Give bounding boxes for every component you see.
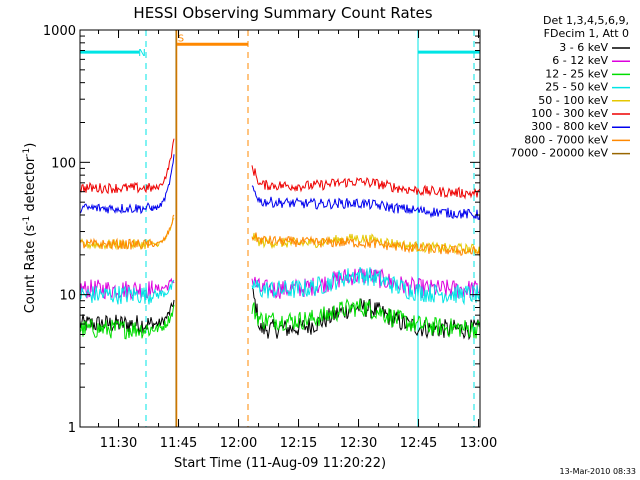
- legend: Det 1,3,4,5,6,9, FDecim 1, Att 0 3 - 6 k…: [510, 14, 630, 160]
- flag-label-N: N: [138, 48, 145, 59]
- legend-header-1: Det 1,3,4,5,6,9,: [543, 14, 629, 27]
- x-tick-label-2: 12:00: [220, 436, 257, 451]
- x-tick-label-0: 11:30: [100, 436, 137, 451]
- y-label-part2: detector: [23, 156, 38, 216]
- series-line-0-pre: [79, 299, 175, 334]
- plot-frame: [79, 29, 481, 428]
- footer-timestamp: 13-Mar-2010 08:33: [560, 467, 637, 476]
- series-line-7-pre: [79, 214, 175, 251]
- legend-label-4: 50 - 100 keV: [538, 94, 608, 107]
- x-tick-label-4: 12:30: [340, 436, 377, 451]
- y-tick-label-2: 100: [51, 156, 76, 171]
- legend-label-7: 800 - 7000 keV: [524, 133, 608, 146]
- y-label-part1: Count Rate (s: [23, 225, 38, 314]
- x-tick-label-1: 11:45: [160, 436, 197, 451]
- x-tick-label-3: 12:15: [280, 436, 317, 451]
- x-tick-label-6: 13:00: [460, 436, 497, 451]
- series-line-3-post: [251, 266, 481, 306]
- y-label-part3: ): [23, 143, 38, 148]
- series-line-5-pre: [79, 138, 175, 195]
- y-label-sup2: -1: [22, 148, 32, 157]
- legend-header-2: FDecim 1, Att 0: [544, 27, 629, 40]
- flag-label-S: S: [178, 33, 184, 44]
- plot-layer: NS: [79, 30, 481, 427]
- legend-label-0: 3 - 6 keV: [559, 41, 608, 54]
- series-line-7-post: [251, 232, 481, 258]
- legend-label-6: 300 - 800 keV: [531, 120, 608, 133]
- y-tick-label-0: 1: [68, 421, 76, 436]
- x-axis-label: Start Time (11-Aug-09 11:20:22): [174, 456, 386, 471]
- legend-label-5: 100 - 300 keV: [531, 107, 608, 120]
- legend-label-1: 6 - 12 keV: [552, 54, 608, 67]
- series-line-0-post: [251, 287, 481, 341]
- series-line-6-pre: [79, 154, 175, 215]
- series-line-4-post: [251, 232, 481, 256]
- series-line-2-pre: [79, 304, 175, 340]
- series-line-5-post: [251, 165, 481, 200]
- legend-label-2: 12 - 25 keV: [545, 67, 608, 80]
- y-axis-label: Count Rate (s-1 detector-1): [22, 143, 38, 314]
- legend-label-3: 25 - 50 keV: [545, 81, 608, 94]
- axis-ticks: 11:30 11:45 12:00 12:15 12:30 12:45 13:00 1 10 10…: [43, 24, 497, 451]
- legend-label-8: 7000 - 20000 keV: [510, 147, 608, 160]
- chart-title: HESSI Observing Summary Count Rates: [133, 4, 432, 22]
- x-tick-label-5: 12:45: [400, 436, 437, 451]
- y-tick-label-3: 1000: [43, 24, 76, 39]
- series-line-2-post: [251, 298, 481, 339]
- y-label-sup1: -1: [22, 216, 32, 225]
- series-line-3-pre: [79, 279, 175, 305]
- y-tick-label-1: 10: [59, 289, 76, 304]
- series-line-6-post: [251, 185, 481, 221]
